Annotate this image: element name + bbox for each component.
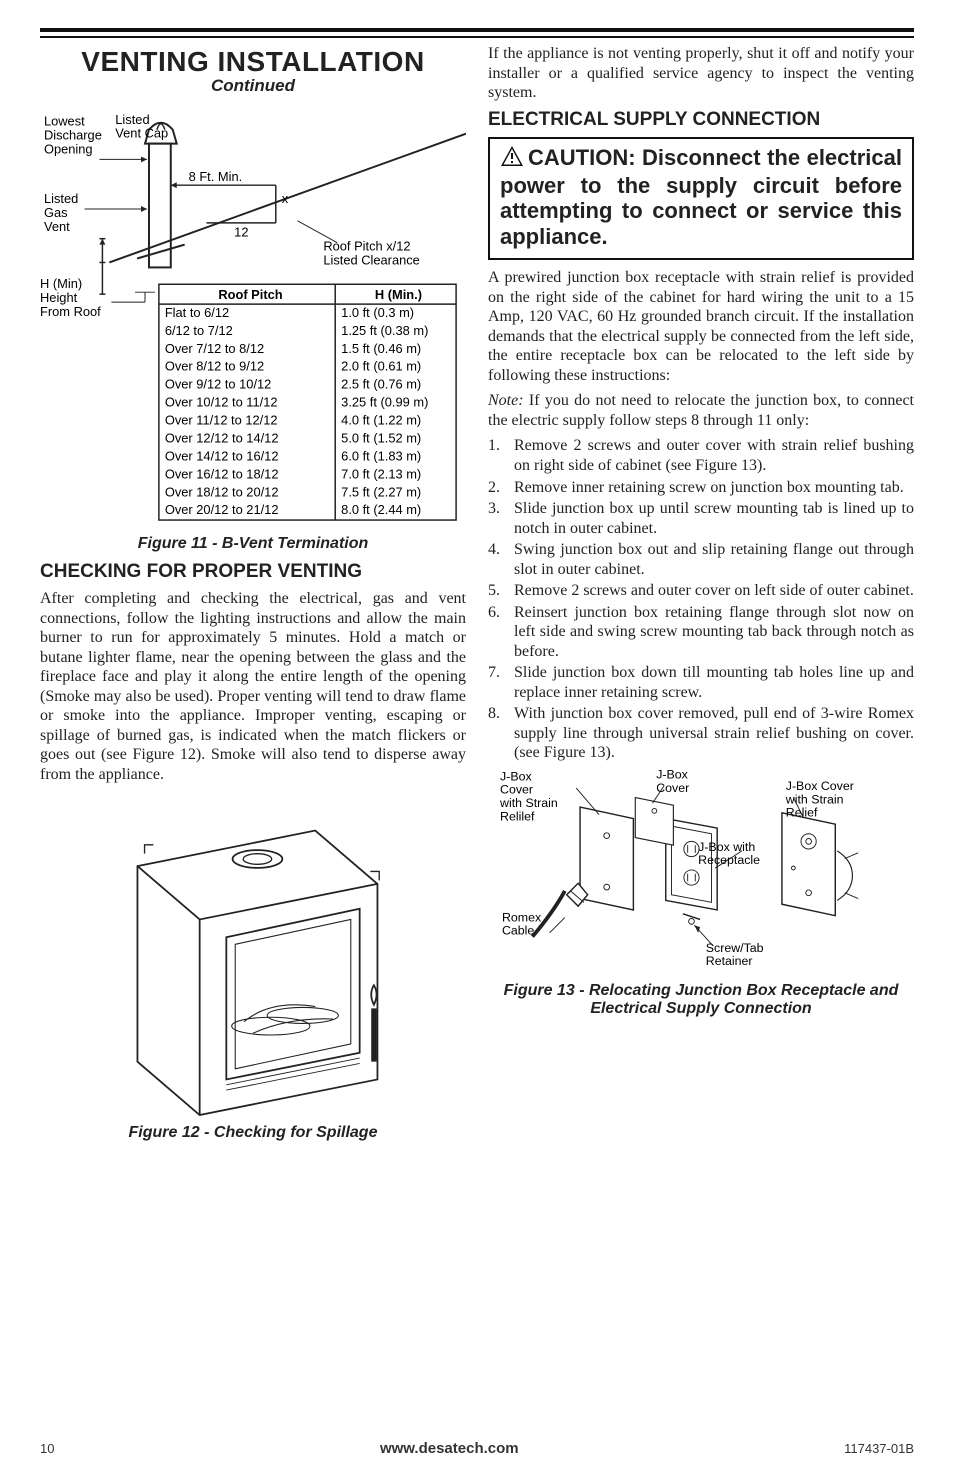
svg-text:Roof Pitch x/12 List: Roof Pitch x/12 Listed Clearance [323, 239, 420, 268]
svg-text:Over 16/12 to 18/12: Over 16/12 to 18/12 [165, 466, 279, 481]
figure-11-diagram: Lowest Discharge Opening Listed Gas Vent… [40, 102, 466, 522]
svg-text:7.5 ft (2.27 m): 7.5 ft (2.27 m) [341, 484, 421, 499]
svg-text:Flat to 6/12: Flat to 6/12 [165, 305, 229, 320]
electrical-heading: ELECTRICAL SUPPLY CONNECTION [488, 109, 914, 131]
caution-box: CAUTION: Disconnect the electrical power… [488, 137, 914, 261]
svg-text:3.25 ft (0.99 m): 3.25 ft (0.99 m) [341, 395, 428, 410]
footer-doc-id: 117437-01B [844, 1441, 914, 1456]
footer-page-num: 10 [40, 1441, 54, 1456]
svg-text:Over 8/12 to 9/12: Over 8/12 to 9/12 [165, 359, 264, 374]
figure-12-caption: Figure 12 - Checking for Spillage [40, 1124, 466, 1142]
list-item: Swing junction box out and slip retainin… [488, 540, 914, 579]
svg-text:J-Box Cover: J-Box Cover [656, 769, 691, 795]
list-item: Slide junction box down till mounting ta… [488, 663, 914, 702]
list-item: Remove 2 screws and outer cover with str… [488, 436, 914, 475]
svg-text:1.25 ft (0.38 m): 1.25 ft (0.38 m) [341, 323, 428, 338]
figure-13-caption: Figure 13 - Relocating Junction Box Rece… [488, 982, 914, 1018]
svg-text:H (Min.): H (Min.) [375, 287, 422, 302]
list-item: Reinsert junction box retaining flange t… [488, 603, 914, 662]
section-continued: Continued [40, 76, 466, 96]
svg-text:Over 9/12 to 10/12: Over 9/12 to 10/12 [165, 377, 272, 392]
svg-text:Over 10/12 to 11/12: Over 10/12 to 11/12 [165, 395, 278, 410]
right-intro: If the appliance is not venting properly… [488, 44, 914, 103]
svg-text:5.0 ft (1.52 m): 5.0 ft (1.52 m) [341, 430, 421, 445]
svg-text:Over 12/12 to 14/12: Over 12/12 to 14/12 [165, 430, 279, 445]
svg-text:7.0 ft (2.13 m): 7.0 ft (2.13 m) [341, 466, 421, 481]
svg-text:8.0 ft (2.44 m): 8.0 ft (2.44 m) [341, 502, 421, 517]
list-item: Remove inner retaining screw on junction… [488, 478, 914, 498]
electrical-note-text: If you do not need to relocate the junct… [488, 392, 914, 429]
warning-icon [500, 145, 524, 173]
svg-text:Over 18/12 to 20/12: Over 18/12 to 20/12 [165, 484, 279, 499]
svg-text:Over 11/12 to 12/12: Over 11/12 to 12/12 [165, 413, 278, 428]
svg-text:Over 20/12 to 21/12: Over 20/12 to 21/12 [165, 502, 279, 517]
svg-text:1.0 ft (0.3 m): 1.0 ft (0.3 m) [341, 305, 414, 320]
svg-text:4.0 ft (1.22 m): 4.0 ft (1.22 m) [341, 413, 421, 428]
right-column: If the appliance is not venting properly… [488, 44, 914, 1150]
list-item: Remove 2 screws and outer cover on left … [488, 581, 914, 601]
footer-url: www.desatech.com [380, 1440, 519, 1457]
svg-text:J-Box Cover: J-Box Cover with Strain Relilef [499, 769, 561, 823]
electrical-p1: A prewired junction box receptacle with … [488, 268, 914, 385]
caution-label: CAUTION: Disconnect the electrical power… [500, 145, 902, 250]
svg-text:8 Ft. Min.: 8 Ft. Min. [189, 169, 243, 184]
svg-text:2.0 ft (0.61 m): 2.0 ft (0.61 m) [341, 359, 421, 374]
svg-text:Over 14/12 to 16/12: Over 14/12 to 16/12 [165, 448, 279, 463]
figure-13-diagram: J-Box Cover with Strain Relilef J-Box Co… [488, 769, 914, 969]
page-footer: 10 www.desatech.com 117437-01B [40, 1440, 914, 1457]
svg-text:12: 12 [234, 225, 248, 240]
figure-12-diagram [93, 790, 413, 1120]
electrical-note: Note: If you do not need to relocate the… [488, 391, 914, 430]
electrical-steps: Remove 2 screws and outer cover with str… [488, 436, 914, 762]
svg-text:Listed Gas: Listed Gas Vent [44, 191, 82, 234]
svg-text:1.5 ft (0.46 m): 1.5 ft (0.46 m) [341, 341, 421, 356]
svg-text:2.5 ft (0.76 m): 2.5 ft (0.76 m) [341, 377, 421, 392]
section-title: VENTING INSTALLATION [40, 46, 466, 78]
svg-text:6.0 ft (1.83 m): 6.0 ft (1.83 m) [341, 448, 421, 463]
svg-text:Roof Pitch: Roof Pitch [218, 287, 282, 302]
svg-text:Over 7/12 to 8/12: Over 7/12 to 8/12 [165, 341, 264, 356]
svg-text:H (Min) Height: H (Min) Height From Roof [40, 276, 101, 319]
svg-text:6/12 to 7/12: 6/12 to 7/12 [165, 323, 233, 338]
svg-text:x: x [282, 191, 289, 206]
caution-text: CAUTION: Disconnect the electrical power… [500, 145, 902, 251]
svg-text:Listed Vent Cap: Listed Vent Cap [115, 112, 168, 141]
left-column: VENTING INSTALLATION Continued [40, 44, 466, 1150]
list-item: Slide junction box up until screw mounti… [488, 499, 914, 538]
svg-text:Romex Cable: Romex Cable [502, 910, 545, 937]
checking-heading: CHECKING FOR PROPER VENTING [40, 561, 466, 583]
svg-text:Lowest Discharge: Lowest Discharge Opening [44, 114, 105, 157]
list-item: With junction box cover removed, pull en… [488, 704, 914, 763]
figure-11-caption: Figure 11 - B-Vent Termination [40, 535, 466, 553]
svg-text:J-Box with Receptacl: J-Box with Receptacle [698, 840, 760, 867]
top-rule [40, 28, 914, 38]
svg-text:Screw/Tab Retainer: Screw/Tab Retainer [706, 941, 767, 968]
checking-paragraph: After completing and checking the electr… [40, 589, 466, 784]
svg-text:J-Box Cover with Str: J-Box Cover with Strain Relief [785, 779, 858, 820]
